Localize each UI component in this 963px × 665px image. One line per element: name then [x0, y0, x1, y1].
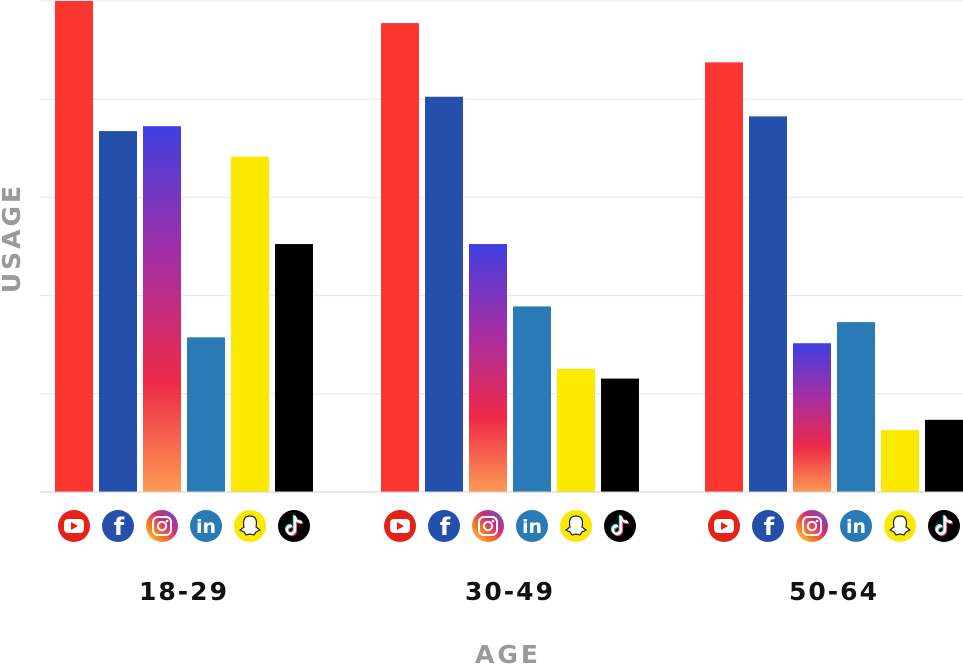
snapchat-icon: [884, 510, 916, 542]
instagram-icon: [796, 510, 828, 542]
bar-linkedin-18-29: [187, 337, 225, 492]
group-label-50-64: 50-64: [789, 577, 879, 606]
instagram-icon: [146, 510, 178, 542]
group-label-18-29: 18-29: [139, 577, 229, 606]
bar-snapchat-18-29: [231, 156, 269, 492]
bar-tiktok-18-29: [275, 244, 313, 492]
svg-text:in: in: [846, 516, 866, 538]
legend-icons: f in f in f in: [58, 510, 960, 542]
bar-facebook-18-29: [99, 131, 137, 493]
svg-text:f: f: [114, 513, 125, 541]
x-axis-title: AGE: [475, 640, 541, 665]
tiktok-icon: [604, 510, 636, 542]
linkedin-icon: in: [516, 510, 548, 542]
svg-text:in: in: [522, 516, 542, 538]
svg-text:f: f: [764, 513, 775, 541]
bar-facebook-30-49: [425, 96, 463, 493]
bar-linkedin-50-64: [837, 322, 875, 492]
tiktok-icon: [928, 510, 960, 542]
linkedin-icon: in: [840, 510, 872, 542]
youtube-icon: [58, 510, 90, 542]
y-axis-title: USAGE: [0, 183, 26, 293]
snapchat-icon: [234, 510, 266, 542]
youtube-icon: [384, 510, 416, 542]
snapchat-icon: [560, 510, 592, 542]
tiktok-icon: [278, 510, 310, 542]
bars: [55, 1, 963, 493]
bar-snapchat-30-49: [557, 368, 595, 492]
facebook-icon: f: [752, 510, 784, 542]
youtube-icon: [708, 510, 740, 542]
bar-instagram-50-64: [793, 343, 831, 492]
bar-instagram-30-49: [469, 244, 507, 492]
bar-linkedin-30-49: [513, 306, 551, 492]
bar-facebook-50-64: [749, 116, 787, 492]
facebook-icon: f: [428, 510, 460, 542]
group-labels: 18-29 30-49 50-64: [139, 577, 879, 606]
bar-instagram-18-29: [143, 126, 181, 492]
bar-snapchat-50-64: [881, 430, 919, 492]
group-label-30-49: 30-49: [465, 577, 555, 606]
bar-tiktok-30-49: [601, 378, 639, 492]
instagram-icon: [472, 510, 504, 542]
bar-youtube-30-49: [381, 23, 419, 492]
svg-text:in: in: [196, 516, 216, 538]
facebook-icon: f: [102, 510, 134, 542]
bar-youtube-18-29: [55, 1, 93, 492]
bar-tiktok-50-64: [925, 419, 963, 492]
bar-youtube-50-64: [705, 62, 743, 492]
svg-text:f: f: [440, 513, 451, 541]
linkedin-icon: in: [190, 510, 222, 542]
